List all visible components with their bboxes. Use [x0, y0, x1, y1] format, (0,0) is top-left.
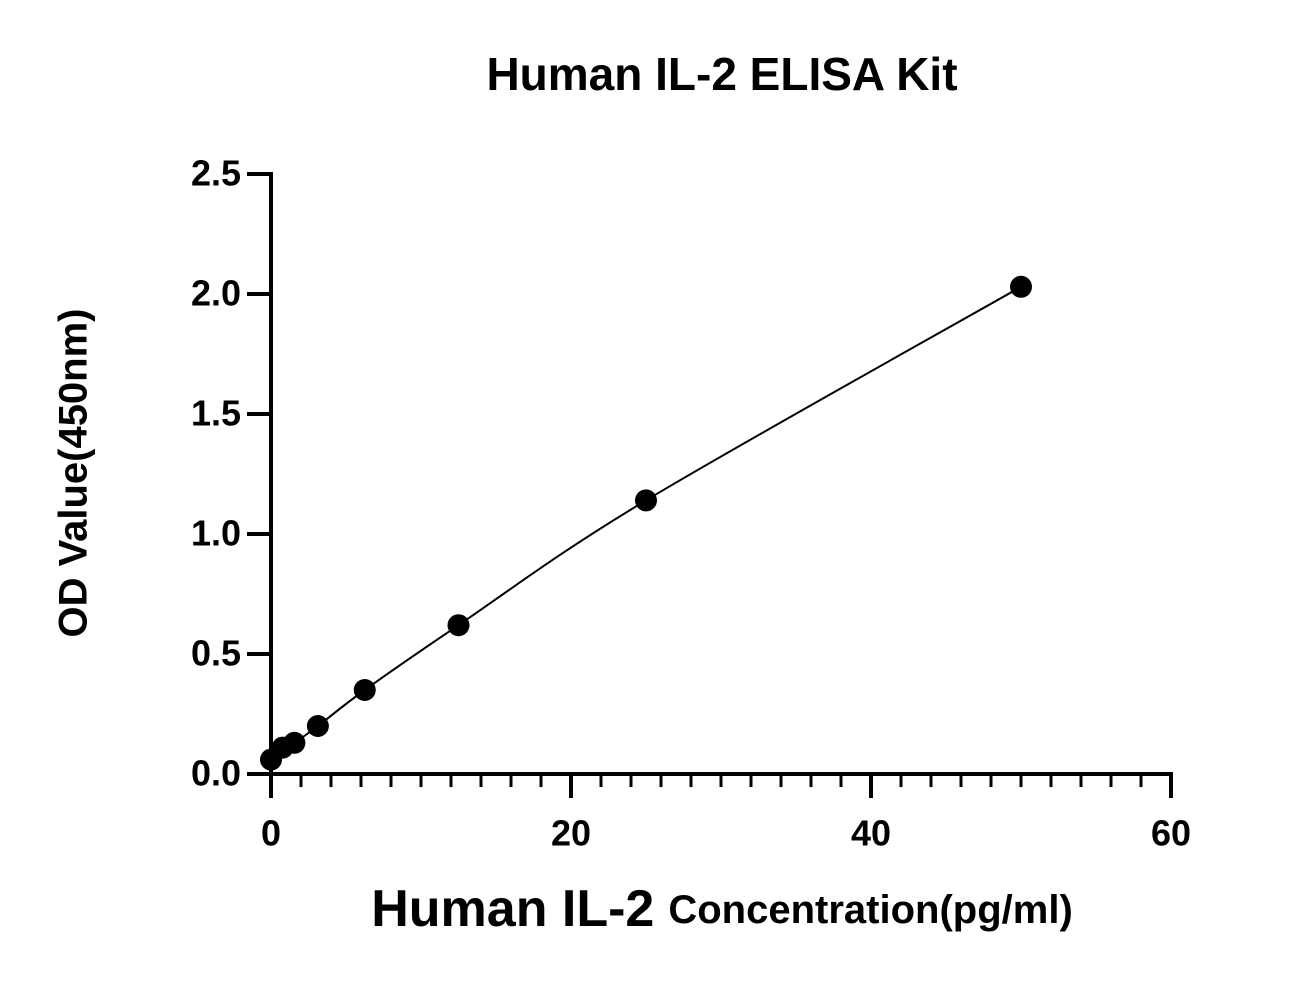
y-tick-label: 2.5: [191, 153, 241, 194]
x-tick-label: 40: [851, 813, 891, 854]
data-point: [306, 715, 329, 737]
y-tick-label: 1.0: [191, 513, 241, 554]
data-point: [635, 489, 657, 512]
x-tick-label: 20: [551, 813, 591, 854]
data-point: [447, 614, 470, 637]
x-axis-label-unit: Concentration(pg/ml): [668, 888, 1072, 932]
y-tick-label: 0.5: [191, 633, 241, 674]
y-tick-label: 1.5: [191, 393, 241, 434]
x-axis-label-main: Human IL-2: [371, 880, 654, 938]
chart-title: Human IL-2 ELISA Kit: [486, 48, 957, 100]
data-point: [283, 731, 306, 754]
x-tick-label: 0: [261, 813, 281, 854]
x-axis-label: Human IL-2 Concentration(pg/ml): [371, 880, 1073, 938]
y-tick-label: 0.0: [191, 753, 241, 794]
x-tick-label: 60: [1151, 813, 1191, 854]
y-axis-label: OD Value(450nm): [52, 308, 96, 637]
data-point: [353, 679, 376, 701]
fit-curve: [270, 285, 1022, 761]
y-tick-label: 2.0: [191, 273, 241, 314]
data-point: [1010, 275, 1032, 298]
